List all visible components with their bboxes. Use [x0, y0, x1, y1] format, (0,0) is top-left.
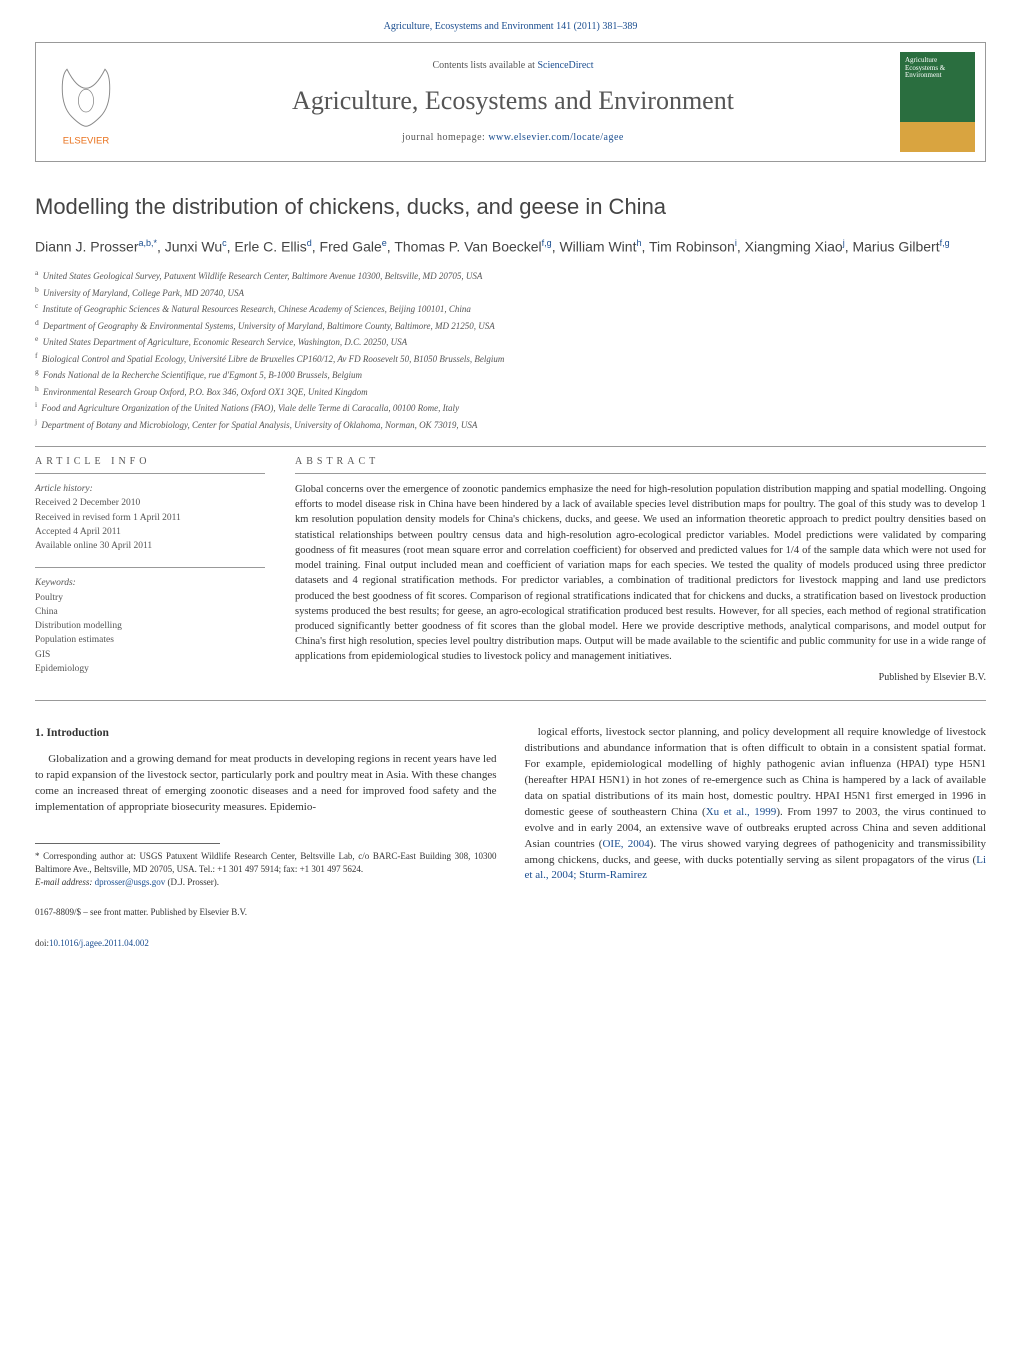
article-info-column: ARTICLE INFO Article history: Received 2… [35, 455, 265, 690]
journal-reference: Agriculture, Ecosystems and Environment … [35, 20, 986, 34]
svg-text:ELSEVIER: ELSEVIER [63, 135, 110, 146]
email-link[interactable]: dprosser@usgs.gov [95, 877, 166, 887]
affiliation-item: h Environmental Research Group Oxford, P… [35, 383, 986, 400]
keyword-item: Distribution modelling [35, 619, 265, 633]
history-line: Received in revised form 1 April 2011 [35, 511, 265, 525]
email-label: E-mail address: [35, 877, 95, 887]
article-history-block: Article history: Received 2 December 201… [35, 482, 265, 553]
journal-name: Agriculture, Ecosystems and Environment [292, 83, 734, 119]
contents-prefix: Contents lists available at [432, 60, 537, 71]
keywords-block: Keywords: PoultryChinaDistribution model… [35, 576, 265, 676]
abstract-publisher: Published by Elsevier B.V. [295, 671, 986, 685]
affiliation-item: j Department of Botany and Microbiology,… [35, 416, 986, 433]
doi-link[interactable]: 10.1016/j.agee.2011.04.002 [49, 938, 149, 948]
contents-line: Contents lists available at ScienceDirec… [432, 59, 593, 73]
affiliation-item: g Fonds National de la Recherche Scienti… [35, 366, 986, 383]
journal-cover-thumb: Agriculture Ecosystems & Environment [890, 43, 985, 161]
article-title: Modelling the distribution of chickens, … [35, 192, 986, 223]
journal-header-box: ELSEVIER Contents lists available at Sci… [35, 42, 986, 162]
email-suffix: (D.J. Prosser). [165, 877, 219, 887]
citation-link[interactable]: Li et al., 2004; Sturm-Ramirez [525, 854, 987, 882]
history-line: Received 2 December 2010 [35, 496, 265, 510]
affiliation-item: i Food and Agriculture Organization of t… [35, 399, 986, 416]
keyword-item: Poultry [35, 591, 265, 605]
citation-link[interactable]: Xu et al., 1999 [706, 806, 777, 818]
article-info-heading: ARTICLE INFO [35, 455, 265, 474]
authors-list: Diann J. Prossera,b,*, Junxi Wuc, Erle C… [35, 237, 986, 257]
homepage-link[interactable]: www.elsevier.com/locate/agee [488, 132, 624, 143]
doi-line: doi:10.1016/j.agee.2011.04.002 [35, 937, 497, 950]
affiliation-item: e United States Department of Agricultur… [35, 333, 986, 350]
cover-line-3: Environment [905, 72, 970, 80]
intro-paragraph-right: logical efforts, livestock sector planni… [525, 725, 987, 884]
affiliation-item: d Department of Geography & Environmenta… [35, 317, 986, 334]
affiliation-item: a United States Geological Survey, Patux… [35, 267, 986, 284]
front-matter-line: 0167-8809/$ – see front matter. Publishe… [35, 906, 497, 919]
citation-link[interactable]: OIE, 2004 [602, 838, 649, 850]
history-line: Accepted 4 April 2011 [35, 525, 265, 539]
corr-label: * Corresponding author at: [35, 851, 139, 861]
keywords-label: Keywords: [35, 576, 265, 590]
email-footnote: E-mail address: dprosser@usgs.gov (D.J. … [35, 876, 497, 889]
affiliations-list: a United States Geological Survey, Patux… [35, 267, 986, 432]
affiliation-item: c Institute of Geographic Sciences & Nat… [35, 300, 986, 317]
corresponding-author-footnote: * Corresponding author at: USGS Patuxent… [35, 850, 497, 875]
doi-prefix: doi: [35, 938, 49, 948]
body-column-left: 1. Introduction Globalization and a grow… [35, 725, 497, 950]
journal-homepage: journal homepage: www.elsevier.com/locat… [402, 131, 624, 145]
keyword-item: China [35, 605, 265, 619]
header-center: Contents lists available at ScienceDirec… [136, 43, 890, 161]
abstract-heading: ABSTRACT [295, 455, 986, 474]
section-1-heading: 1. Introduction [35, 725, 497, 742]
homepage-prefix: journal homepage: [402, 132, 488, 143]
separator-rule-2 [35, 700, 986, 701]
footnote-separator [35, 843, 220, 844]
history-line: Available online 30 April 2011 [35, 539, 265, 553]
info-separator [35, 567, 265, 568]
keyword-item: Epidemiology [35, 662, 265, 676]
intro-paragraph-left: Globalization and a growing demand for m… [35, 752, 497, 816]
sciencedirect-link[interactable]: ScienceDirect [537, 60, 593, 71]
affiliation-item: b University of Maryland, College Park, … [35, 284, 986, 301]
abstract-column: ABSTRACT Global concerns over the emerge… [295, 455, 986, 690]
abstract-text: Global concerns over the emergence of zo… [295, 482, 986, 665]
affiliation-item: f Biological Control and Spatial Ecology… [35, 350, 986, 367]
history-label: Article history: [35, 482, 265, 496]
body-columns: 1. Introduction Globalization and a grow… [35, 725, 986, 950]
keyword-item: Population estimates [35, 633, 265, 647]
elsevier-logo: ELSEVIER [36, 43, 136, 161]
keyword-item: GIS [35, 648, 265, 662]
body-column-right: logical efforts, livestock sector planni… [525, 725, 987, 950]
separator-rule [35, 446, 986, 447]
